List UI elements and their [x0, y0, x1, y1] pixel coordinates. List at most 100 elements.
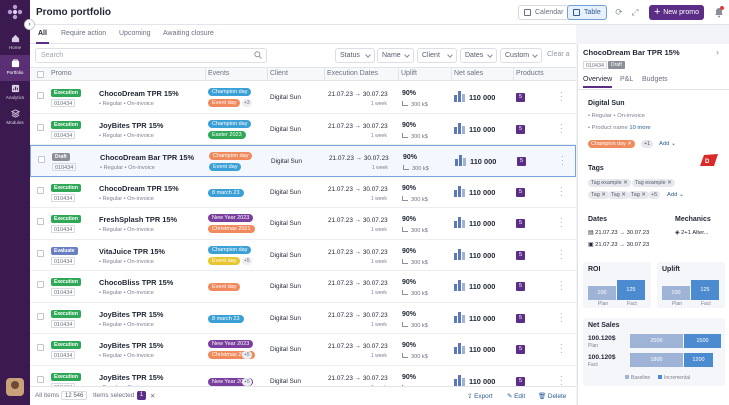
add-event-button[interactable]: Add ⌄	[659, 141, 676, 147]
row-checkbox[interactable]	[37, 281, 44, 288]
table-row[interactable]: Execution 010434 ChocoDream TPR 15% • Re…	[30, 82, 576, 114]
table-row[interactable]: Execution 010434 JoyBites TPR 15% • Regu…	[30, 365, 576, 386]
table-row[interactable]: Execution 010434 JoyBites TPR 15% • Regu…	[30, 334, 576, 366]
event-badge[interactable]: Christmas 2023	[208, 351, 255, 359]
add-tag-button[interactable]: Add ⌄	[667, 192, 684, 198]
promo-name[interactable]: JoyBites TPR 15%	[99, 309, 164, 319]
products-count[interactable]: 5	[517, 157, 526, 166]
row-menu-icon[interactable]: · · ·	[560, 308, 563, 326]
table-row[interactable]: Execution 010434 ChocoBliss TPR 15% • Re…	[30, 271, 576, 303]
products-count[interactable]: 5	[516, 219, 525, 228]
panel-tab-pl[interactable]: P&L	[620, 76, 634, 83]
status-filter[interactable]: Status	[335, 48, 375, 63]
dates-filter[interactable]: Dates	[460, 48, 497, 63]
table-row[interactable]: Execution 010434 ChocoDream TPR 15% • Re…	[30, 176, 576, 208]
row-menu-icon[interactable]: · · ·	[560, 245, 563, 263]
tag-chip[interactable]: Tag example ✕	[632, 179, 675, 187]
row-menu-icon[interactable]: · · ·	[560, 277, 563, 294]
promo-name[interactable]: JoyBites TPR 15%	[99, 372, 164, 382]
tag-chip[interactable]: Tag example ✕	[588, 179, 631, 187]
expand-icon[interactable]: ⤢	[631, 7, 639, 17]
event-badge[interactable]: Event day	[208, 99, 241, 107]
column-header-products[interactable]: Products	[516, 70, 544, 77]
sidebar-item-portfolio[interactable]: Portfolio	[0, 55, 30, 81]
event-badge[interactable]: Christmas 2021	[208, 225, 255, 233]
row-checkbox[interactable]	[37, 344, 44, 351]
more-events-badge[interactable]: +5	[242, 256, 252, 265]
new-promo-button[interactable]: + New promo	[649, 5, 704, 20]
more-chip[interactable]: +1	[641, 140, 654, 148]
promo-name[interactable]: FreshSplash TPR 15%	[99, 215, 178, 224]
sidebar-collapse-button[interactable]: ›	[24, 19, 35, 30]
row-checkbox[interactable]	[37, 92, 44, 99]
table-row[interactable]: Execution 010434 JoyBites TPR 15% • Regu…	[30, 302, 576, 334]
tab-upcoming[interactable]: Upcoming	[119, 30, 151, 37]
edit-button[interactable]: ✎ Edit	[507, 392, 525, 400]
sidebar-item-home[interactable]: Home	[0, 30, 30, 56]
event-badge[interactable]: Event day	[208, 283, 241, 291]
delete-button[interactable]: 🗑 Delete	[538, 392, 566, 400]
column-header-net-sales[interactable]: Net sales	[454, 70, 484, 77]
row-checkbox[interactable]	[37, 375, 44, 383]
table-row[interactable]: Draft 010434 ChocoDream Bar TPR 15% • Re…	[30, 145, 576, 177]
promo-name[interactable]: ChocoBliss TPR 15%	[99, 278, 174, 287]
row-menu-icon[interactable]: · · ·	[560, 88, 563, 105]
event-badge[interactable]: New Year 2023	[208, 377, 254, 386]
row-checkbox[interactable]	[37, 249, 44, 257]
tab-awaiting-closure[interactable]: Awaiting closure	[163, 30, 214, 37]
table-row[interactable]: Evaluate 010434 VitaJuice TPR 15% • Regu…	[30, 239, 576, 271]
sidebar-item-analytics[interactable]: Analytics	[0, 80, 30, 106]
panel-next-chevron-icon[interactable]: ›	[716, 47, 719, 57]
client-filter[interactable]: Client	[417, 48, 457, 63]
search-input[interactable]: Search	[35, 48, 267, 63]
row-checkbox[interactable]	[38, 156, 45, 163]
promo-name[interactable]: JoyBites TPR 15%	[99, 341, 164, 350]
column-header-client[interactable]: Client	[270, 70, 288, 77]
event-chip[interactable]: Champion day ✕	[588, 140, 635, 148]
products-count[interactable]: 5	[516, 187, 525, 197]
event-badge[interactable]: New Year 2023	[208, 340, 254, 348]
tag-chip[interactable]: Tag ✕	[588, 191, 609, 199]
event-badge[interactable]: Easter 2023	[208, 130, 246, 139]
column-header-uplift[interactable]: Uplift	[401, 70, 417, 77]
more-events-badge[interactable]: +5	[242, 377, 252, 386]
refresh-icon[interactable]: ⟳	[615, 7, 623, 17]
products-count[interactable]: 5	[516, 282, 525, 291]
products-count[interactable]: 5	[516, 93, 525, 102]
event-badge[interactable]: Event day	[209, 163, 242, 171]
sidebar-item-modules[interactable]: Modules	[0, 105, 30, 131]
promo-name[interactable]: ChocoDream TPR 15%	[99, 183, 179, 193]
row-checkbox[interactable]	[37, 312, 44, 320]
tag-chip[interactable]: Tag ✕	[608, 191, 629, 199]
table-row[interactable]: Execution 010434 JoyBites TPR 15% • Regu…	[30, 113, 576, 145]
clear-all-link[interactable]: Clear a	[547, 51, 570, 58]
row-menu-icon[interactable]: · · ·	[560, 119, 563, 137]
row-menu-icon[interactable]: · · ·	[560, 214, 563, 231]
promo-name[interactable]: JoyBites TPR 15%	[99, 120, 164, 130]
promo-name[interactable]: ChocoDream TPR 15%	[99, 89, 179, 98]
row-checkbox[interactable]	[37, 186, 44, 194]
panel-tab-budgets[interactable]: Budgets	[642, 76, 668, 83]
custom-filter[interactable]: Custom	[500, 48, 542, 63]
tags-more-chip[interactable]: +5	[648, 191, 661, 199]
promo-name[interactable]: VitaJuice TPR 15%	[99, 246, 165, 256]
tag-chip[interactable]: Tag ✕	[628, 191, 649, 199]
select-all-checkbox[interactable]	[37, 71, 44, 78]
products-count[interactable]: 5	[516, 376, 525, 386]
row-menu-icon[interactable]: · · ·	[560, 340, 563, 357]
tab-require-action[interactable]: Require action	[61, 30, 107, 37]
table-row[interactable]: Execution 010434 FreshSplash TPR 15% • R…	[30, 208, 576, 240]
panel-tab-overview[interactable]: Overview	[583, 76, 613, 88]
row-checkbox[interactable]	[37, 123, 44, 131]
column-header-execution-dates[interactable]: Execution Dates	[327, 70, 378, 77]
calendar-view-button[interactable]: Calendar	[518, 5, 570, 20]
event-badge[interactable]: Champion day	[209, 152, 253, 160]
event-badge[interactable]: Champion day	[208, 88, 252, 96]
export-button[interactable]: ⇪ Export	[467, 392, 493, 400]
tab-all[interactable]: All	[36, 30, 49, 44]
event-badge[interactable]: 8 march 23	[208, 314, 244, 323]
product-more-link[interactable]: 10 more	[629, 125, 651, 131]
notification-bell-icon[interactable]	[713, 6, 725, 18]
row-menu-icon[interactable]: · · ·	[560, 182, 563, 200]
promo-name[interactable]: ChocoDream Bar TPR 15%	[100, 153, 195, 162]
